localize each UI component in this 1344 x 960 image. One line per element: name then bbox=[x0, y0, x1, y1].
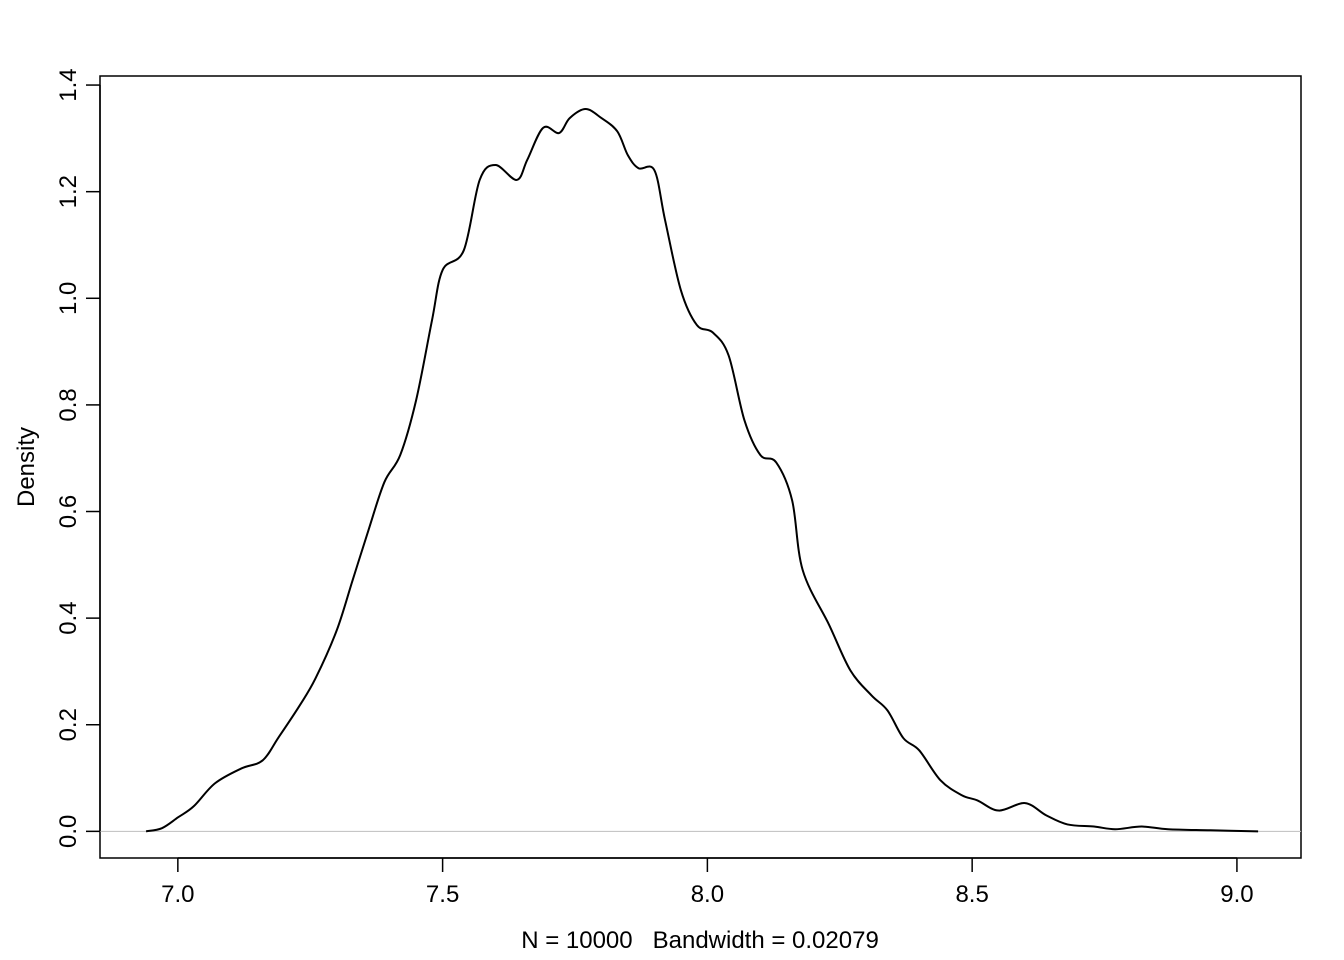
plot-frame bbox=[99, 75, 1302, 859]
density-line bbox=[145, 108, 1259, 833]
x-tick-label: 7.5 bbox=[426, 881, 459, 908]
y-tick-label: 0.2 bbox=[55, 708, 82, 741]
x-tick-label: 8.5 bbox=[955, 881, 988, 908]
x-tick-label: 7.0 bbox=[161, 881, 194, 908]
y-tick-label: 0.4 bbox=[55, 601, 82, 634]
y-tick-label: 0.8 bbox=[55, 388, 82, 421]
y-tick-label: 1.0 bbox=[55, 282, 82, 315]
y-tick-label: 0.6 bbox=[55, 495, 82, 528]
x-tick-label: 9.0 bbox=[1220, 881, 1253, 908]
x-tick-label: 8.0 bbox=[691, 881, 724, 908]
y-tick-label: 0.0 bbox=[55, 815, 82, 848]
y-tick-label: 1.2 bbox=[55, 175, 82, 208]
x-axis-label: N = 10000 Bandwidth = 0.02079 bbox=[521, 927, 879, 954]
y-axis-label: Density bbox=[13, 427, 40, 507]
y-tick-label: 1.4 bbox=[55, 68, 82, 101]
